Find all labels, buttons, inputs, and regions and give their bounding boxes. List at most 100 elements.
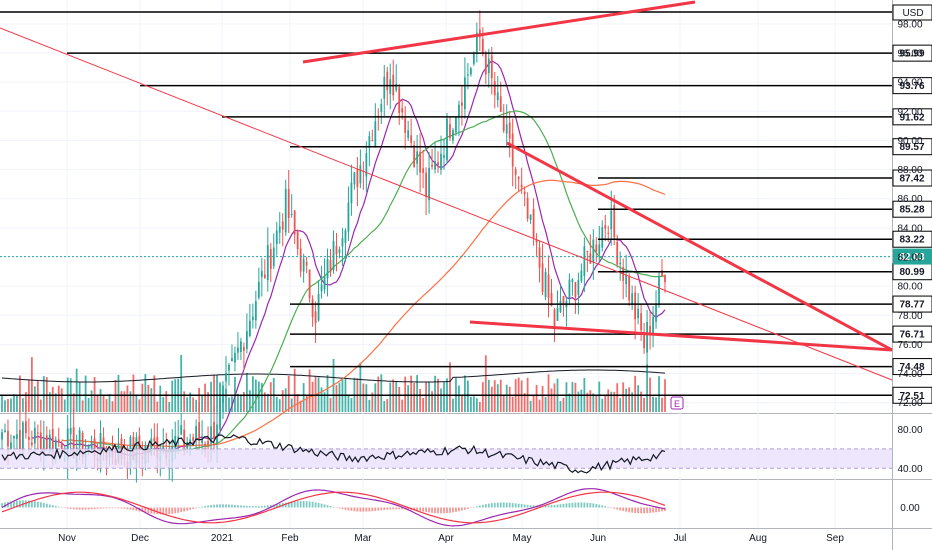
macd-histogram-bar <box>640 507 643 514</box>
currency-tag-box <box>892 4 932 21</box>
volume-bar <box>210 381 212 412</box>
trend-line-support <box>469 320 893 352</box>
macd-histogram-bar <box>99 507 102 509</box>
candle-body <box>529 214 532 221</box>
macd-histogram-bar <box>577 502 580 508</box>
volume-bar <box>150 388 153 412</box>
macd-histogram-bar <box>449 507 451 513</box>
candle-body <box>24 421 27 434</box>
macd-histogram-bar <box>437 507 439 514</box>
candle-body <box>335 245 338 255</box>
volume-bar <box>658 376 660 412</box>
macd-histogram-bar <box>377 507 380 511</box>
volume-bar <box>622 382 625 412</box>
volume-bar <box>1 394 3 412</box>
level-price-label: 76.71 <box>899 330 924 341</box>
candle-body <box>589 253 592 264</box>
candle-body <box>326 259 329 279</box>
volume-bar <box>604 395 607 412</box>
candle-body <box>655 303 657 322</box>
level-price-label: 80.99 <box>899 267 924 278</box>
volume-bar <box>368 400 371 412</box>
macd-histogram-bar <box>254 506 257 508</box>
macd-histogram-bar <box>619 507 622 511</box>
macd-histogram-bar <box>655 507 657 513</box>
volume-bar <box>458 385 460 412</box>
volume-bar <box>502 395 505 412</box>
macd-histogram-bar <box>287 502 290 508</box>
volume-bar <box>159 385 162 412</box>
candle-body <box>553 309 556 327</box>
time-tick-label: Feb <box>281 533 299 544</box>
time-axis[interactable]: Nov Dec 2021 Feb Mar Apr May Jun Jul Aug Sep <box>58 533 844 544</box>
volume-bar <box>225 388 227 412</box>
candle-body <box>186 441 189 449</box>
volume-bar <box>16 395 18 412</box>
macd-histogram-bar <box>595 503 598 508</box>
volume-bar <box>4 400 6 412</box>
candle-body <box>505 124 508 134</box>
candle-body <box>353 172 356 185</box>
macd-histogram-bar <box>195 507 198 509</box>
volume-bar <box>10 398 12 412</box>
candle-body <box>4 430 6 433</box>
macd-histogram-bar <box>13 500 15 508</box>
volume-bar <box>248 390 251 412</box>
candle-body <box>57 439 60 443</box>
volume-bar <box>320 387 323 412</box>
macd-histogram-bar <box>431 507 433 513</box>
candle-body <box>102 437 105 453</box>
volume-bar <box>362 383 365 412</box>
volume-bar <box>144 374 147 412</box>
candle-body <box>446 118 448 161</box>
macd-histogram-bar <box>598 504 601 508</box>
volume-bar <box>234 376 236 412</box>
trend-lines[interactable] <box>0 0 893 381</box>
level-price-label-box <box>892 108 932 126</box>
candle-body <box>338 249 341 254</box>
candle-body <box>520 184 523 188</box>
volume-bar <box>13 394 15 412</box>
volume-bar <box>535 385 538 412</box>
candle-body <box>329 260 332 272</box>
candle-body <box>278 226 281 233</box>
macd-histogram-bar <box>314 502 317 508</box>
candle-body <box>347 202 350 232</box>
candle-body <box>10 442 12 450</box>
macd-histogram-bar <box>472 507 475 508</box>
volume-bar <box>93 377 96 412</box>
macd-histogram-bar <box>33 501 36 508</box>
volume-bar <box>380 374 383 412</box>
macd-histogram-bar <box>416 507 419 511</box>
volume-bar <box>595 394 598 412</box>
candle-body <box>661 270 663 277</box>
candle-body <box>481 38 484 53</box>
candle-body <box>341 237 344 247</box>
macd-histogram-bar <box>135 507 138 511</box>
volume-bar <box>419 389 422 412</box>
horizontal-levels[interactable]: 95.99 93.76 91.62 89.57 87.42 85.28 83.22 80.99… <box>0 4 932 404</box>
earnings-badge[interactable]: E <box>670 396 684 410</box>
macd-histogram-bar <box>147 507 150 514</box>
macd-histogram-bar <box>231 504 233 508</box>
macd-histogram-bar <box>664 507 666 511</box>
candle-body <box>284 188 287 233</box>
macd-histogram-bar <box>275 504 278 508</box>
volume-bar <box>577 391 580 412</box>
candle-body <box>359 165 362 184</box>
level-price-label-box <box>892 325 932 343</box>
volume-bar <box>275 396 278 412</box>
candle-body <box>502 117 505 131</box>
candle-body <box>386 71 389 91</box>
volume-bar <box>607 389 610 412</box>
macd-histogram-bar <box>505 502 508 508</box>
price-axis[interactable]: 72.00 74.00 76.00 78.00 80.00 82.00 84.00 86.00… <box>897 19 922 514</box>
macd-histogram-bar <box>484 504 487 508</box>
volume-bar <box>123 391 126 412</box>
volume-bar <box>646 364 648 412</box>
rsi-tick-label: 80.00 <box>897 425 922 436</box>
volume-pane <box>1 354 666 412</box>
candle-body <box>39 432 42 454</box>
